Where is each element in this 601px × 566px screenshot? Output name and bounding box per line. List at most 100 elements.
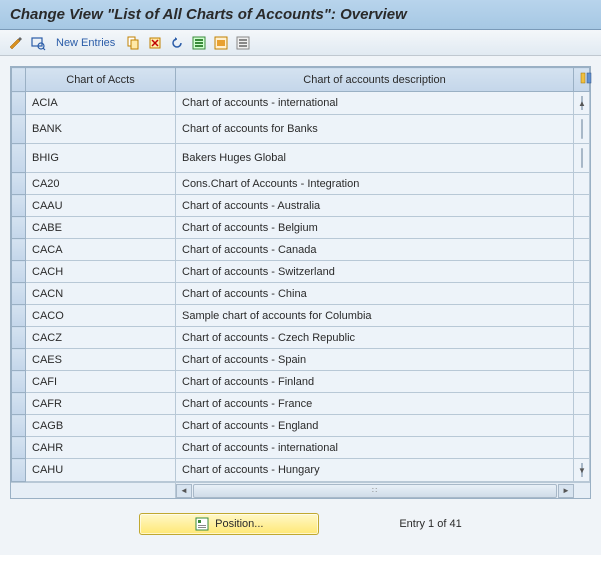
delete-icon[interactable] bbox=[147, 35, 163, 51]
cell-desc[interactable]: Chart of accounts - Switzerland bbox=[176, 261, 574, 283]
cell-desc[interactable]: Chart of accounts - Czech Republic bbox=[176, 327, 574, 349]
cell-desc[interactable]: Chart of accounts - Canada bbox=[176, 239, 574, 261]
row-selector[interactable] bbox=[12, 327, 26, 349]
vscroll-track[interactable] bbox=[574, 261, 590, 283]
vscroll-track[interactable] bbox=[574, 305, 590, 327]
cell-code[interactable]: CAHU bbox=[26, 459, 176, 482]
vscroll-thumb[interactable] bbox=[581, 119, 583, 139]
cell-desc[interactable]: Chart of accounts - Belgium bbox=[176, 217, 574, 239]
cell-code[interactable]: BANK bbox=[26, 115, 176, 144]
row-selector[interactable] bbox=[12, 92, 26, 115]
col-header-desc[interactable]: Chart of accounts description bbox=[176, 68, 574, 92]
cell-desc[interactable]: Chart of accounts - international bbox=[176, 437, 574, 459]
cell-code[interactable]: CAES bbox=[26, 349, 176, 371]
column-config-icon[interactable] bbox=[574, 68, 590, 92]
row-selector[interactable] bbox=[12, 349, 26, 371]
table-row[interactable]: BHIGBakers Huges Global bbox=[12, 144, 590, 173]
vscroll-track[interactable] bbox=[574, 371, 590, 393]
cell-desc[interactable]: Chart of accounts - China bbox=[176, 283, 574, 305]
table-row[interactable]: CAHUChart of accounts - Hungary ▼ bbox=[12, 459, 590, 482]
row-selector[interactable] bbox=[12, 371, 26, 393]
cell-desc[interactable]: Chart of accounts - Finland bbox=[176, 371, 574, 393]
table-row[interactable]: BANKChart of accounts for Banks bbox=[12, 115, 590, 144]
cell-code[interactable]: CAAU bbox=[26, 195, 176, 217]
row-selector[interactable] bbox=[12, 261, 26, 283]
cell-desc[interactable]: Chart of accounts - Australia bbox=[176, 195, 574, 217]
table-row[interactable]: CAESChart of accounts - Spain bbox=[12, 349, 590, 371]
table-row[interactable]: CACNChart of accounts - China bbox=[12, 283, 590, 305]
cell-code[interactable]: CACA bbox=[26, 239, 176, 261]
cell-code[interactable]: CA20 bbox=[26, 173, 176, 195]
vscroll-track[interactable] bbox=[574, 283, 590, 305]
deselect-all-icon[interactable] bbox=[235, 35, 251, 51]
other-view-icon[interactable] bbox=[30, 35, 46, 51]
cell-code[interactable]: CABE bbox=[26, 217, 176, 239]
table-row[interactable]: CACOSample chart of accounts for Columbi… bbox=[12, 305, 590, 327]
table-row[interactable]: CABEChart of accounts - Belgium bbox=[12, 217, 590, 239]
cell-code[interactable]: CACZ bbox=[26, 327, 176, 349]
position-button[interactable]: Position... bbox=[139, 513, 319, 535]
vscroll-track[interactable] bbox=[574, 173, 590, 195]
vscroll-thumb[interactable] bbox=[581, 148, 583, 168]
cell-code[interactable]: ACIA bbox=[26, 92, 176, 115]
vscroll-track[interactable] bbox=[574, 415, 590, 437]
vscroll-track[interactable]: ▼ bbox=[574, 459, 590, 482]
table-row[interactable]: CAFRChart of accounts - France bbox=[12, 393, 590, 415]
cell-desc[interactable]: Chart of accounts - Hungary bbox=[176, 459, 574, 482]
vscroll-track[interactable]: ▲ bbox=[574, 92, 590, 115]
cell-desc[interactable]: Bakers Huges Global bbox=[176, 144, 574, 173]
new-entries-button[interactable]: New Entries bbox=[52, 37, 119, 49]
vscroll-track[interactable] bbox=[574, 239, 590, 261]
row-selector[interactable] bbox=[12, 239, 26, 261]
row-selector[interactable] bbox=[12, 415, 26, 437]
row-selector[interactable] bbox=[12, 144, 26, 173]
table-row[interactable]: CACAChart of accounts - Canada bbox=[12, 239, 590, 261]
vscroll-track[interactable] bbox=[574, 195, 590, 217]
cell-code[interactable]: CAGB bbox=[26, 415, 176, 437]
cell-desc[interactable]: Chart of accounts - international bbox=[176, 92, 574, 115]
horizontal-scrollbar[interactable]: ◄ ∷ ► bbox=[11, 482, 590, 498]
cell-code[interactable]: CACO bbox=[26, 305, 176, 327]
table-row[interactable]: CACZChart of accounts - Czech Republic bbox=[12, 327, 590, 349]
scroll-down-icon[interactable]: ▼ bbox=[581, 463, 583, 477]
table-row[interactable]: CAGBChart of accounts - England bbox=[12, 415, 590, 437]
row-selector[interactable] bbox=[12, 173, 26, 195]
table-row[interactable]: ACIAChart of accounts - international ▲ bbox=[12, 92, 590, 115]
cell-desc[interactable]: Chart of accounts - France bbox=[176, 393, 574, 415]
table-row[interactable]: CAFIChart of accounts - Finland bbox=[12, 371, 590, 393]
undo-icon[interactable] bbox=[169, 35, 185, 51]
row-selector[interactable] bbox=[12, 195, 26, 217]
select-all-header[interactable] bbox=[12, 68, 26, 92]
scroll-up-icon[interactable]: ▲ bbox=[581, 96, 583, 110]
vscroll-track[interactable] bbox=[574, 144, 590, 173]
copy-icon[interactable] bbox=[125, 35, 141, 51]
row-selector[interactable] bbox=[12, 305, 26, 327]
row-selector[interactable] bbox=[12, 115, 26, 144]
vscroll-track[interactable] bbox=[574, 393, 590, 415]
cell-desc[interactable]: Sample chart of accounts for Columbia bbox=[176, 305, 574, 327]
cell-code[interactable]: CAFR bbox=[26, 393, 176, 415]
table-row[interactable]: CA20Cons.Chart of Accounts - Integration bbox=[12, 173, 590, 195]
row-selector[interactable] bbox=[12, 283, 26, 305]
vscroll-track[interactable] bbox=[574, 349, 590, 371]
table-row[interactable]: CACHChart of accounts - Switzerland bbox=[12, 261, 590, 283]
vscroll-track[interactable] bbox=[574, 437, 590, 459]
row-selector[interactable] bbox=[12, 437, 26, 459]
cell-desc[interactable]: Chart of accounts for Banks bbox=[176, 115, 574, 144]
hscroll-thumb[interactable]: ∷ bbox=[193, 484, 557, 498]
cell-code[interactable]: CACH bbox=[26, 261, 176, 283]
row-selector[interactable] bbox=[12, 217, 26, 239]
vscroll-track[interactable] bbox=[574, 327, 590, 349]
scroll-right-icon[interactable]: ► bbox=[558, 484, 574, 498]
cell-desc[interactable]: Chart of accounts - Spain bbox=[176, 349, 574, 371]
select-block-icon[interactable] bbox=[213, 35, 229, 51]
table-row[interactable]: CAHRChart of accounts - international bbox=[12, 437, 590, 459]
vscroll-track[interactable] bbox=[574, 115, 590, 144]
vscroll-track[interactable] bbox=[574, 217, 590, 239]
cell-code[interactable]: CACN bbox=[26, 283, 176, 305]
cell-code[interactable]: CAFI bbox=[26, 371, 176, 393]
toggle-edit-icon[interactable] bbox=[8, 35, 24, 51]
cell-code[interactable]: BHIG bbox=[26, 144, 176, 173]
cell-desc[interactable]: Chart of accounts - England bbox=[176, 415, 574, 437]
table-row[interactable]: CAAUChart of accounts - Australia bbox=[12, 195, 590, 217]
